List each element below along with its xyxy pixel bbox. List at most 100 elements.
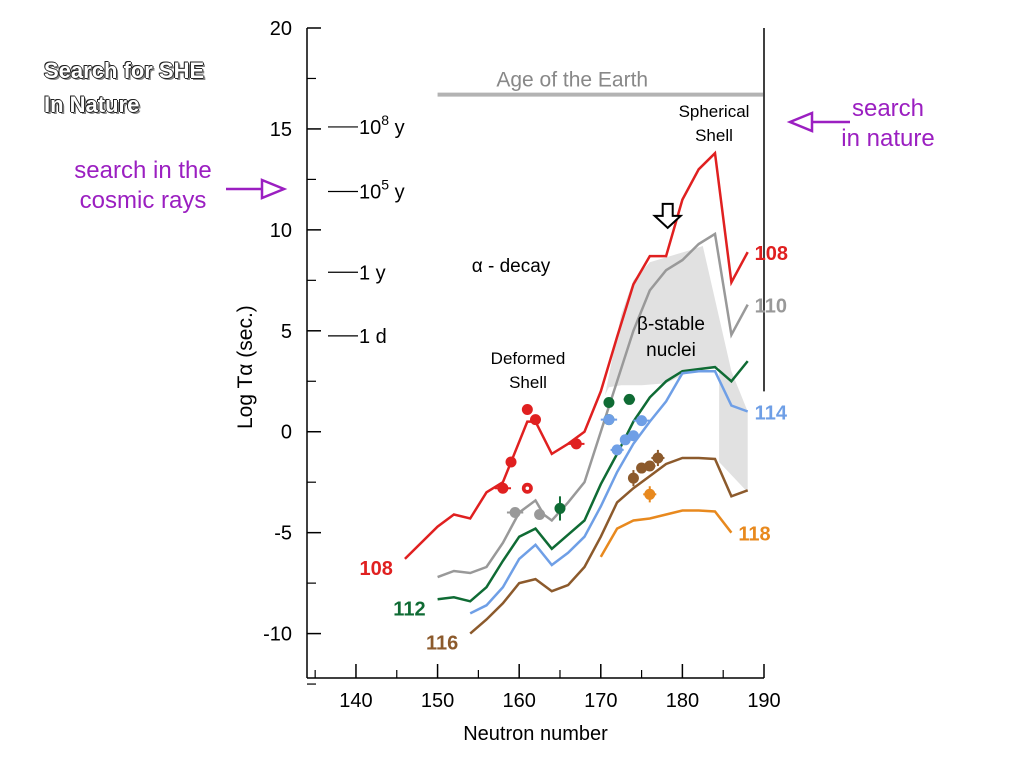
data-point [530, 414, 541, 426]
deformed-shell-label: Shell [509, 373, 547, 392]
y-tick-label: -5 [274, 523, 292, 545]
data-point [643, 486, 657, 503]
data-marker [534, 508, 546, 520]
time-mark-label: 108 y [359, 112, 405, 139]
data-point [568, 438, 585, 450]
data-marker [603, 396, 615, 408]
slide-title-line: In Nature [44, 92, 140, 117]
reference-line-layer: Age of the Earth [437, 69, 763, 97]
nature-search-note: search in nature [818, 94, 958, 154]
beta-stable-label: nuclei [646, 340, 696, 361]
x-tick-label: 170 [584, 690, 617, 712]
beta-stable-region [604, 246, 748, 493]
data-point [521, 404, 533, 416]
series-line-114 [469, 369, 749, 615]
axes: 20 15 10 5 0 -5 -10 140 150 160 170 180 190 Neutron n… [234, 18, 781, 745]
spherical-shell-label: Shell [695, 126, 733, 145]
data-marker [530, 414, 541, 426]
y-tick-label: -10 [263, 624, 292, 646]
beta-stable-region-layer [604, 246, 748, 493]
series-label-left: 116 [426, 633, 458, 655]
nature-search-note-line: search [851, 95, 925, 122]
data-marker [509, 506, 521, 518]
data-marker [505, 456, 517, 468]
time-mark-label: 1 y [359, 262, 386, 284]
data-point [651, 449, 665, 467]
series-layer: 108 108 110 112 114 116 118 [360, 150, 788, 655]
x-tick-label: 180 [666, 690, 699, 712]
data-marker [521, 404, 533, 416]
beta-stable-label: β-stable [637, 314, 705, 335]
data-point [644, 460, 656, 472]
x-tick-label: 150 [421, 690, 454, 712]
series-label-right: 110 [755, 296, 787, 318]
data-point [600, 414, 618, 426]
spherical-shell-pointer-icon [652, 202, 684, 230]
data-point [506, 506, 524, 518]
data-marker [603, 414, 615, 426]
series-label-left: 108 [360, 558, 393, 580]
series-label-right: 114 [755, 403, 788, 425]
data-point [627, 430, 639, 442]
y-tick-label: 0 [281, 422, 292, 444]
annotation-layer: α - decay Deformed Shell Spherical Shell… [472, 102, 750, 392]
cosmic-rays-note-line: cosmic rays [79, 187, 207, 214]
side-arrows [226, 111, 850, 200]
series-label-left: 112 [393, 598, 425, 620]
data-point [603, 396, 615, 408]
data-marker [497, 482, 509, 494]
x-tick-label: 160 [502, 690, 535, 712]
cosmic-rays-arrow-icon [226, 178, 288, 200]
series-label-right: 108 [755, 243, 788, 265]
data-point [610, 444, 624, 456]
data-point [554, 496, 566, 521]
data-marker [570, 438, 582, 450]
y-tick-label: 5 [281, 321, 292, 343]
y-tick-label: 10 [270, 220, 292, 242]
x-axis-label: Neutron number [463, 723, 608, 745]
x-tick-label: 190 [747, 690, 780, 712]
data-points-layer [494, 393, 665, 521]
y-axis-label: Log Tα (sec.) [234, 305, 257, 429]
series-line-112 [437, 360, 749, 603]
deformed-shell-label: Deformed [491, 349, 566, 368]
data-marker-core [525, 486, 530, 491]
data-marker [554, 502, 566, 514]
series-line-108 [404, 150, 749, 560]
data-marker [611, 444, 623, 456]
slide-title: Search for SHE In Nature [44, 54, 204, 122]
data-point [619, 434, 631, 446]
y-tick-label: 15 [270, 119, 292, 141]
data-marker [623, 393, 635, 405]
time-mark-label: 1 d [359, 326, 387, 348]
data-marker [652, 452, 664, 464]
alpha-decay-label: α - decay [472, 256, 551, 277]
nature-search-arrow-icon [786, 111, 850, 133]
data-marker [619, 434, 631, 446]
data-marker [636, 415, 648, 427]
cosmic-rays-note: search in the cosmic rays [38, 156, 248, 216]
time-mark-label: 105 y [359, 177, 405, 204]
data-point [623, 393, 636, 405]
series-line-118 [599, 509, 733, 558]
cosmic-rays-note-line: search in the [74, 157, 212, 184]
data-point [521, 482, 533, 494]
data-marker [627, 472, 639, 484]
data-marker [644, 460, 656, 472]
series-line-110 [437, 231, 749, 579]
slide-title-line: Search for SHE [44, 58, 205, 83]
spherical-shell-label: Spherical [679, 102, 750, 121]
series-line-116 [469, 456, 749, 635]
data-marker [627, 430, 639, 442]
series-label-right: 118 [738, 524, 770, 546]
age-of-earth-label: Age of the Earth [496, 69, 648, 92]
x-tick-label: 140 [339, 690, 372, 712]
data-point [627, 470, 639, 487]
y-tick-label: 20 [270, 18, 292, 40]
data-point [534, 508, 546, 520]
data-point [633, 415, 650, 427]
data-point [494, 482, 512, 494]
nature-search-note-line: in nature [841, 125, 935, 152]
